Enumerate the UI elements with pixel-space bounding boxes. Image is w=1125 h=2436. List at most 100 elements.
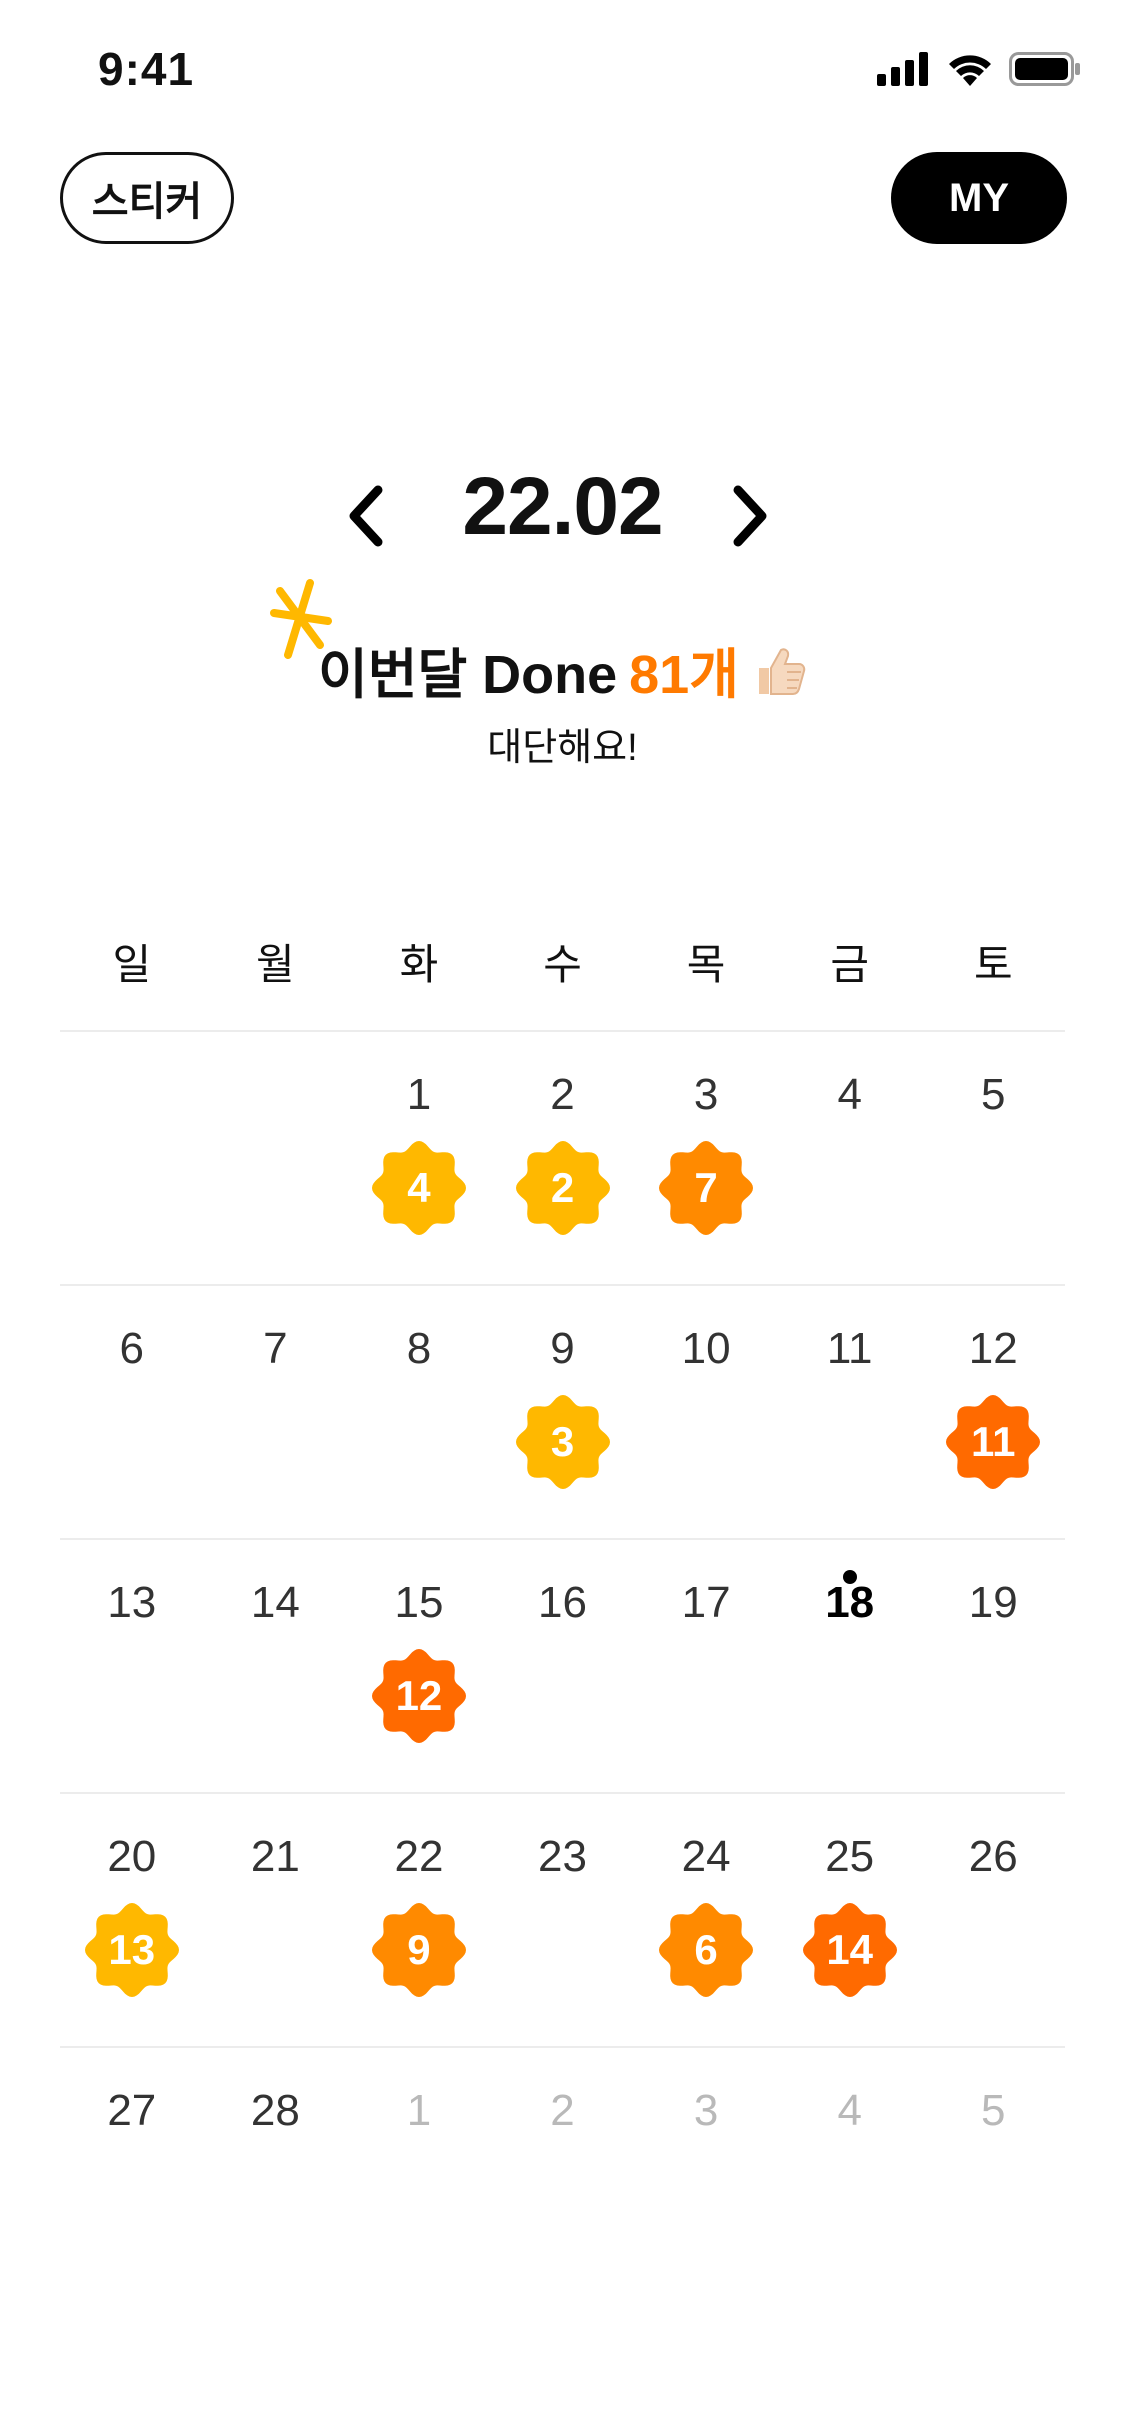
badge-shape-icon — [659, 1903, 754, 1997]
calendar-day-cell[interactable]: 21 — [204, 1794, 348, 2046]
calendar-day-cell[interactable]: 1 — [347, 2048, 491, 2300]
weekday-label: 월 — [256, 941, 295, 988]
day-number: 18 — [825, 1578, 875, 1627]
day-number: 5 — [981, 2086, 1006, 2135]
day-number: 14 — [250, 1578, 300, 1627]
badge-shape-icon — [84, 1903, 179, 1997]
weekday-label: 토 — [973, 941, 1013, 988]
summary-prefix: 이번달 Done — [318, 645, 618, 705]
chevron-left-icon — [349, 485, 383, 547]
calendar-day-cell[interactable]: 17 — [634, 1540, 778, 1792]
calendar-day-cell[interactable]: 5 — [921, 1032, 1065, 1284]
calendar-day-cell[interactable]: 4 — [778, 2048, 922, 2300]
weekday-label: 화 — [399, 941, 439, 988]
calendar-day-cell[interactable]: 8 — [347, 1286, 491, 1538]
calendar-empty-cell — [60, 1032, 204, 1284]
sticker-button[interactable]: 스티커 — [60, 152, 234, 244]
calendar-day-cell[interactable]: 24 6 — [634, 1794, 778, 2046]
calendar-day-cell[interactable]: 15 12 — [347, 1540, 491, 1792]
badge-count: 4 — [407, 1164, 431, 1211]
calendar-day-cell[interactable]: 19 — [921, 1540, 1065, 1792]
badge-count: 6 — [694, 1926, 718, 1973]
my-button[interactable]: MY — [891, 152, 1067, 244]
calendar-day-cell[interactable]: 22 9 — [347, 1794, 491, 2046]
done-count-badge[interactable]: 13 — [84, 1902, 180, 1998]
done-count-badge[interactable]: 3 — [515, 1394, 611, 1490]
calendar-day-cell[interactable]: 23 — [491, 1794, 635, 2046]
calendar-week-row: 13 14 15 12 16 17 18 19 — [60, 1538, 1065, 1792]
day-number: 10 — [681, 1324, 731, 1373]
calendar-day-cell[interactable]: 16 — [491, 1540, 635, 1792]
calendar-day-cell[interactable]: 13 — [60, 1540, 204, 1792]
done-count-badge[interactable]: 7 — [658, 1140, 754, 1236]
calendar-day-cell[interactable]: 28 — [204, 2048, 348, 2300]
calendar-day-cell[interactable]: 2 — [491, 2048, 635, 2300]
calendar-week-row: 20 13 21 22 9 23 24 6 25 14 26 — [60, 1792, 1065, 2046]
done-count-badge[interactable]: 4 — [371, 1140, 467, 1236]
calendar-day-cell[interactable]: 7 — [204, 1286, 348, 1538]
day-number: 24 — [681, 1832, 731, 1881]
calendar-day-cell[interactable]: 3 — [634, 2048, 778, 2300]
day-number: 5 — [981, 1070, 1006, 1119]
calendar-day-cell[interactable]: 10 — [634, 1286, 778, 1538]
day-number: 1 — [406, 1070, 432, 1119]
day-number: 27 — [107, 2086, 157, 2135]
calendar-day-cell[interactable]: 20 13 — [60, 1794, 204, 2046]
day-number: 23 — [538, 1832, 587, 1881]
day-number: 3 — [693, 1070, 719, 1119]
day-number: 17 — [681, 1578, 731, 1627]
badge-shape-icon — [946, 1395, 1041, 1489]
month-navigation: 22.02 — [0, 440, 1125, 560]
badge-count: 13 — [108, 1926, 156, 1973]
calendar-day-cell[interactable]: 11 — [778, 1286, 922, 1538]
badge-shape-icon — [371, 1141, 466, 1235]
done-count-badge[interactable]: 11 — [945, 1394, 1041, 1490]
calendar-day-cell[interactable]: 12 11 — [921, 1286, 1065, 1538]
day-number: 3 — [693, 2086, 719, 2135]
badge-count: 11 — [971, 1418, 1016, 1465]
calendar-day-cell[interactable]: 18 — [778, 1540, 922, 1792]
thumbs-up-icon — [758, 647, 806, 695]
calendar-day-cell[interactable]: 26 — [921, 1794, 1065, 2046]
badge-shape-icon — [515, 1141, 610, 1235]
badge-shape-icon — [659, 1141, 754, 1235]
day-number: 1 — [406, 2086, 432, 2135]
weekday-label: 일 — [112, 941, 152, 988]
prev-month-button[interactable] — [336, 476, 396, 556]
calendar-day-cell[interactable]: 4 — [778, 1032, 922, 1284]
wifi-icon — [949, 55, 991, 86]
done-count-badge[interactable]: 14 — [802, 1902, 898, 1998]
calendar-day-cell[interactable]: 6 — [60, 1286, 204, 1538]
badge-count: 9 — [407, 1926, 431, 1973]
done-count-badge[interactable]: 6 — [658, 1902, 754, 1998]
weekday-label: 금 — [830, 941, 869, 988]
battery-icon — [1009, 52, 1080, 86]
asterisk-icon — [270, 579, 332, 659]
done-count-badge[interactable]: 12 — [371, 1648, 467, 1744]
day-number: 7 — [263, 1324, 288, 1373]
day-number: 9 — [550, 1324, 575, 1373]
next-month-button[interactable] — [720, 476, 780, 556]
done-count-badge[interactable]: 2 — [515, 1140, 611, 1236]
calendar-day-cell[interactable]: 5 — [921, 2048, 1065, 2300]
weekday-label: 목 — [686, 941, 726, 988]
today-indicator-dot — [842, 1570, 857, 1584]
calendar-day-cell[interactable]: 27 — [60, 2048, 204, 2300]
badge-shape-icon — [371, 1649, 466, 1743]
day-number: 13 — [107, 1578, 157, 1627]
badge-count: 7 — [694, 1164, 718, 1211]
calendar-day-cell[interactable]: 14 — [204, 1540, 348, 1792]
calendar-week-row: 6 7 8 9 3 10 11 12 11 — [60, 1284, 1065, 1538]
done-count-badge[interactable]: 9 — [371, 1902, 467, 1998]
calendar-day-cell[interactable]: 25 14 — [778, 1794, 922, 2046]
day-number: 25 — [825, 1832, 875, 1881]
day-number: 20 — [107, 1832, 157, 1881]
summary-line: 이번달 Done 81개 — [318, 630, 807, 709]
day-number: 12 — [968, 1324, 1018, 1373]
day-number: 6 — [119, 1324, 145, 1373]
